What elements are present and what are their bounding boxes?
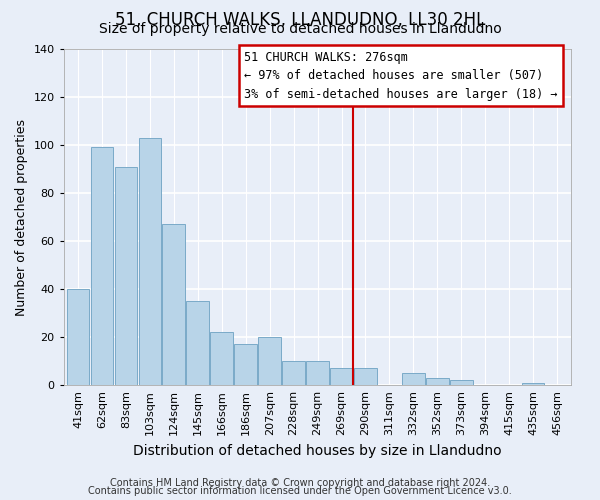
- Bar: [282, 361, 305, 385]
- Bar: [258, 337, 281, 385]
- Text: Contains public sector information licensed under the Open Government Licence v3: Contains public sector information licen…: [88, 486, 512, 496]
- Bar: [139, 138, 161, 385]
- Bar: [91, 148, 113, 385]
- Text: 51 CHURCH WALKS: 276sqm
← 97% of detached houses are smaller (507)
3% of semi-de: 51 CHURCH WALKS: 276sqm ← 97% of detache…: [244, 50, 557, 100]
- Text: Contains HM Land Registry data © Crown copyright and database right 2024.: Contains HM Land Registry data © Crown c…: [110, 478, 490, 488]
- Bar: [354, 368, 377, 385]
- Bar: [163, 224, 185, 385]
- Bar: [235, 344, 257, 385]
- Bar: [426, 378, 449, 385]
- Bar: [115, 166, 137, 385]
- Bar: [402, 373, 425, 385]
- Bar: [211, 332, 233, 385]
- Y-axis label: Number of detached properties: Number of detached properties: [15, 118, 28, 316]
- X-axis label: Distribution of detached houses by size in Llandudno: Distribution of detached houses by size …: [133, 444, 502, 458]
- Bar: [330, 368, 353, 385]
- Bar: [522, 383, 544, 385]
- Bar: [67, 289, 89, 385]
- Text: 51, CHURCH WALKS, LLANDUDNO, LL30 2HL: 51, CHURCH WALKS, LLANDUDNO, LL30 2HL: [115, 11, 485, 29]
- Bar: [450, 380, 473, 385]
- Text: Size of property relative to detached houses in Llandudno: Size of property relative to detached ho…: [98, 22, 502, 36]
- Bar: [306, 361, 329, 385]
- Bar: [187, 301, 209, 385]
